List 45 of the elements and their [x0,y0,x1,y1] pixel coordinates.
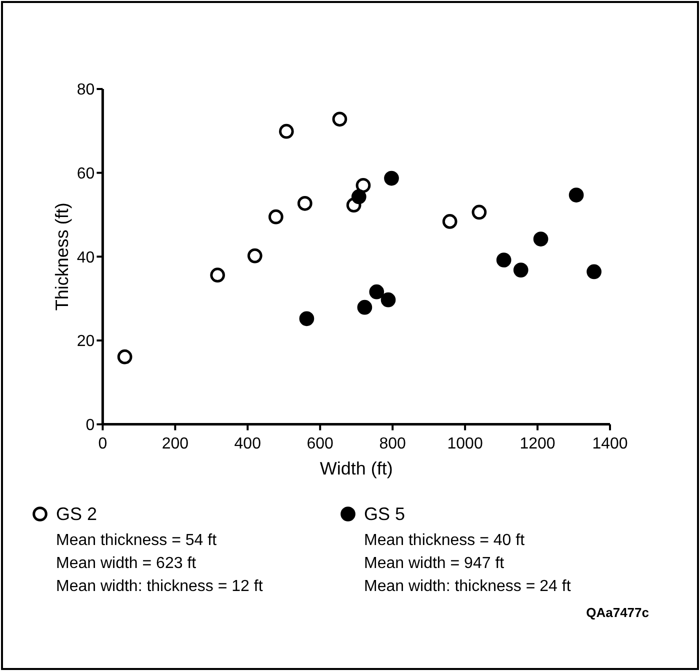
text: QAa7477c [586,605,649,620]
y-tick-label: 0 [86,416,95,434]
x-axis-title: Width (ft) [320,458,393,478]
x-tick-label: 1400 [592,435,628,452]
text: Mean thickness = 40 ft [364,532,526,549]
point [117,349,132,364]
point [586,264,602,280]
text: Mean width = 623 ft [56,555,197,572]
point [513,262,528,278]
point [247,248,262,264]
x-tick-label: 0 [98,435,108,452]
x-tick-label: 800 [379,435,406,452]
y-tick-label: 60 [76,165,95,182]
point [351,189,366,204]
point [356,178,371,193]
point [332,112,348,127]
point [210,268,225,283]
point [472,204,487,220]
x-tick-label: 600 [306,435,334,452]
legend-label: GS 2 [56,504,98,524]
x-tick-label: 400 [234,435,262,452]
x-tick-label: 200 [162,435,189,452]
y-tick-label: 20 [76,333,95,350]
y-tick-label: 80 [76,82,95,99]
point [369,284,384,300]
point [533,232,548,246]
point [496,252,512,268]
point [278,124,294,139]
text: Mean width = 947 ft [364,555,505,572]
y-axis-title: Thickness (ft) [52,202,72,311]
x-tick-label: 1000 [447,435,483,452]
y-tick-label: 40 [76,249,95,266]
point [357,300,372,315]
text: Mean width: thickness = 24 ft [364,578,572,595]
point [297,196,312,211]
point [380,292,396,308]
legend-label: GS 5 [364,504,406,524]
text: Mean thickness = 54 ft [56,532,218,549]
point [568,188,584,202]
point [442,214,458,229]
point [299,311,314,326]
point [384,170,399,186]
text: Mean width: thickness = 12 ft [56,578,264,595]
x-tick-label: 1200 [520,435,556,452]
point [268,209,284,224]
